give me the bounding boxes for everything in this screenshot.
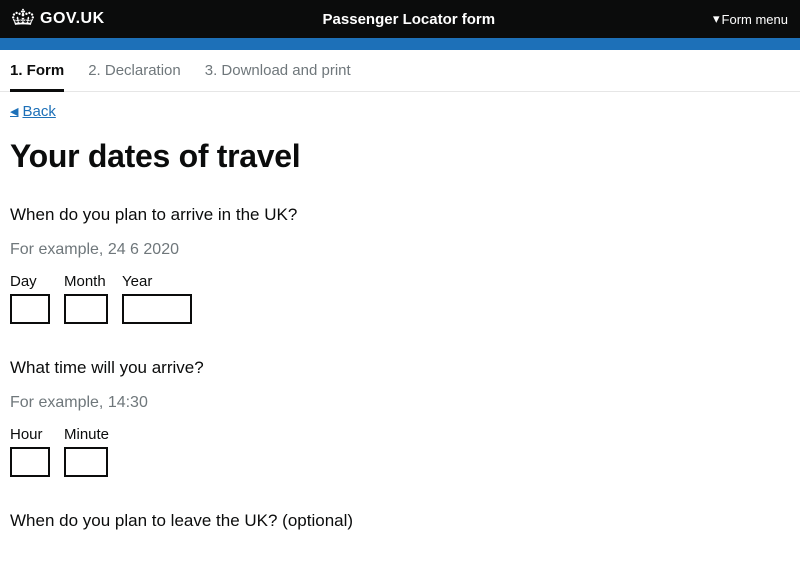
label-year: Year (122, 273, 192, 290)
input-arrive-month[interactable] (64, 294, 108, 324)
question-arrive-text: When do you plan to arrive in the UK? (10, 205, 790, 225)
form-menu-label: Form menu (722, 12, 788, 27)
progress-tabs: 1. Form 2. Declaration 3. Download and p… (0, 50, 800, 92)
question-arrive-date: When do you plan to arrive in the UK? Fo… (10, 205, 790, 324)
question-arrive-time: What time will you arrive? For example, … (10, 358, 790, 477)
back-link-text: Back (22, 103, 55, 120)
arrive-time-inputs: Hour Minute (10, 426, 790, 477)
service-title: Passenger Locator form (105, 11, 713, 28)
label-month: Month (64, 273, 108, 290)
question-leave-text: When do you plan to leave the UK? (optio… (10, 511, 790, 531)
site-header: GOV.UK Passenger Locator form ▾ Form men… (0, 0, 800, 38)
label-minute: Minute (64, 426, 109, 443)
caret-down-icon: ▾ (713, 11, 720, 27)
tab-download-print[interactable]: 3. Download and print (205, 62, 351, 91)
hint-time: For example, 14:30 (10, 394, 790, 412)
hint-arrive: For example, 24 6 2020 (10, 241, 790, 259)
back-arrow-icon: ◀ (10, 105, 18, 118)
form-menu-toggle[interactable]: ▾ Form menu (713, 11, 788, 27)
header-logo[interactable]: GOV.UK (12, 8, 105, 31)
tab-form[interactable]: 1. Form (10, 62, 64, 92)
govuk-logo-text: GOV.UK (40, 10, 105, 28)
page-title: Your dates of travel (10, 138, 790, 175)
input-arrive-minute[interactable] (64, 447, 108, 477)
label-day: Day (10, 273, 50, 290)
label-hour: Hour (10, 426, 50, 443)
crown-icon (12, 8, 34, 31)
tab-declaration[interactable]: 2. Declaration (88, 62, 181, 91)
arrive-date-inputs: Day Month Year (10, 273, 790, 324)
question-time-text: What time will you arrive? (10, 358, 790, 378)
back-link[interactable]: ◀ Back (10, 103, 56, 120)
question-leave-date: When do you plan to leave the UK? (optio… (10, 511, 790, 531)
input-arrive-hour[interactable] (10, 447, 50, 477)
input-arrive-day[interactable] (10, 294, 50, 324)
blue-bar (0, 38, 800, 50)
input-arrive-year[interactable] (122, 294, 192, 324)
main-content: ◀ Back Your dates of travel When do you … (0, 92, 800, 567)
